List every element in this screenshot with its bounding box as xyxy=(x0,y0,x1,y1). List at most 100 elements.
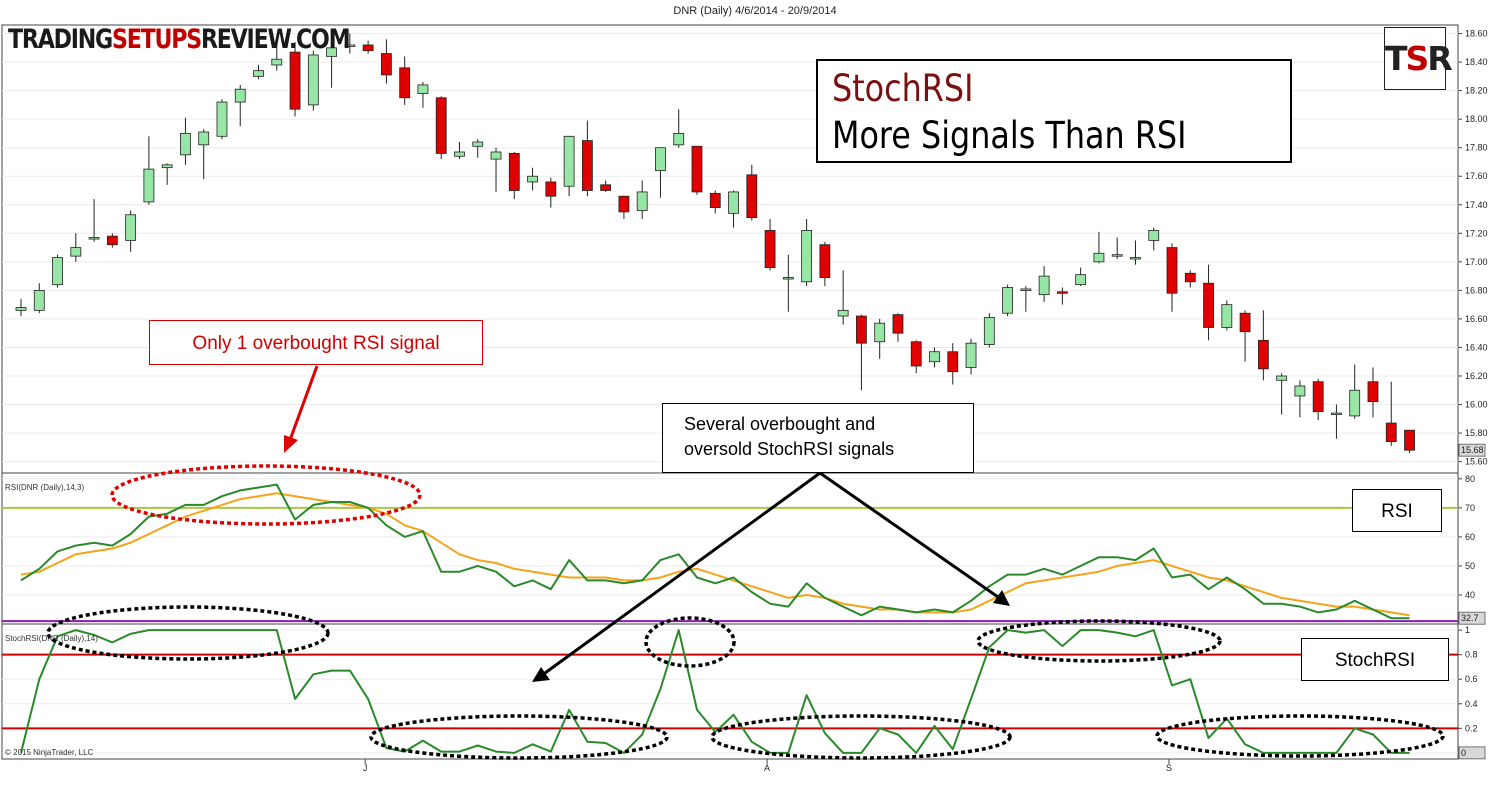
price-tick-label: 16.20 xyxy=(1465,371,1488,381)
candle-body xyxy=(1276,375,1288,381)
rsi-tick-label: 80 xyxy=(1465,474,1475,484)
candle-body xyxy=(1020,288,1032,291)
headline-title: StochRSI xyxy=(832,67,974,110)
price-tick-label: 16.60 xyxy=(1465,314,1488,324)
brand-wordmark: TRADINGSETUPSREVIEW.COM xyxy=(8,24,351,55)
candle-body xyxy=(636,191,648,211)
price-tick-label: 16.40 xyxy=(1465,342,1488,352)
black-arrow-left-head xyxy=(532,667,550,682)
candle-body xyxy=(947,351,959,373)
candle-body xyxy=(746,174,758,219)
rsi-tag: RSI xyxy=(1352,489,1442,532)
red-arrow-shaft xyxy=(288,365,319,441)
candle-body xyxy=(88,237,100,240)
candle-body xyxy=(892,314,904,334)
price-tick-label: 16.00 xyxy=(1465,400,1488,410)
price-tick-label: 17.00 xyxy=(1465,257,1488,267)
rsi-last-value-text: 32.7 xyxy=(1461,613,1479,623)
candle-body xyxy=(1349,389,1361,417)
candle-body xyxy=(362,44,374,52)
candle-body xyxy=(234,88,246,103)
candle-body xyxy=(1166,247,1178,294)
candle-body xyxy=(563,135,575,187)
candle-body xyxy=(216,101,228,137)
black-arrow-right-shaft xyxy=(819,471,999,599)
stochrsi-tick-label: 0.2 xyxy=(1465,723,1478,733)
stochrsi-line xyxy=(20,629,1410,754)
rsi-last-value-box xyxy=(1458,611,1486,625)
candle-body xyxy=(490,151,502,160)
candle-body xyxy=(856,315,867,344)
rsi-tick-label: 60 xyxy=(1465,532,1475,542)
rsi-panel-frame xyxy=(1,472,1459,625)
candle-body xyxy=(125,214,137,241)
stoch-ellipse-2 xyxy=(644,616,736,668)
rsi-indicator-label: RSI(DNR (Daily),14,3) xyxy=(5,483,84,492)
candle-body xyxy=(600,184,612,191)
candle-body xyxy=(1312,381,1324,413)
stochrsi-tick-label: 0.4 xyxy=(1465,699,1478,709)
candle-body xyxy=(764,230,776,268)
candle-body xyxy=(1184,272,1196,283)
logo-letter-s: S xyxy=(1405,39,1430,78)
stochrsi-callout-line2: oversold StochRSI signals xyxy=(684,439,895,459)
candle-body xyxy=(380,53,392,76)
candle-body xyxy=(472,141,484,147)
candle-body xyxy=(1221,304,1233,328)
logo-letter-r: R xyxy=(1427,39,1452,78)
candle-body xyxy=(545,181,557,197)
candle-body xyxy=(454,151,465,157)
candle-body xyxy=(15,307,27,311)
x-month-label: S xyxy=(1166,763,1172,773)
candle-body xyxy=(673,133,685,146)
candle-body xyxy=(417,84,429,94)
stoch-ellipse-6 xyxy=(1155,714,1445,758)
candle-body xyxy=(344,44,356,47)
candle-body xyxy=(70,247,82,257)
candle-body xyxy=(1257,339,1269,370)
candle-body xyxy=(929,351,940,363)
rsi-overbought-ellipse xyxy=(110,464,422,526)
candle-body xyxy=(581,140,593,191)
price-tick-label: 17.20 xyxy=(1465,228,1488,238)
price-tick-label: 17.80 xyxy=(1465,143,1488,153)
candle-body xyxy=(399,67,411,99)
brand-part-setups: SETUPS xyxy=(111,24,202,55)
candle-body xyxy=(527,175,538,183)
candle-body xyxy=(289,51,301,110)
candle-body xyxy=(1056,291,1068,294)
x-month-label: J xyxy=(363,763,368,773)
stochrsi-tag: StochRSI xyxy=(1301,638,1449,681)
candle-body xyxy=(801,230,813,283)
candle-body xyxy=(198,131,210,146)
candle-body xyxy=(983,317,995,345)
candle-body xyxy=(52,257,63,286)
stochrsi-callout-line1: Several overbought and xyxy=(684,414,876,434)
headline-subtitle: More Signals Than RSI xyxy=(832,114,1187,157)
candle-body xyxy=(106,235,118,246)
candle-body xyxy=(709,192,721,209)
price-tick-label: 18.00 xyxy=(1465,114,1488,124)
candle-body xyxy=(307,54,319,106)
brand-part-trading: TRADING xyxy=(8,24,113,55)
stochrsi-tick-label: 0.6 xyxy=(1465,674,1478,684)
candle-body xyxy=(271,58,283,66)
price-tick-label: 17.60 xyxy=(1465,171,1488,181)
price-tick-label: 16.80 xyxy=(1465,285,1488,295)
stoch-ellipse-5 xyxy=(710,714,1012,760)
price-tick-label: 18.40 xyxy=(1465,57,1488,67)
rsi-tick-label: 70 xyxy=(1465,503,1475,513)
red-arrow-head xyxy=(284,435,298,453)
candle-body xyxy=(837,309,849,317)
black-arrow-right-head xyxy=(993,590,1010,606)
candle-body xyxy=(1404,429,1415,451)
candle-body xyxy=(1002,287,1013,314)
copyright-text: © 2015 NinjaTrader, LLC xyxy=(5,748,94,757)
price-last-value-text: 15.68 xyxy=(1461,445,1484,455)
chart-title: DNR (Daily) 4/6/2014 - 20/9/2014 xyxy=(673,5,836,17)
price-last-value-box xyxy=(1458,443,1486,457)
tsr-logo: TSR xyxy=(1384,27,1453,90)
candle-body xyxy=(1239,312,1251,333)
candle-body xyxy=(435,97,447,154)
